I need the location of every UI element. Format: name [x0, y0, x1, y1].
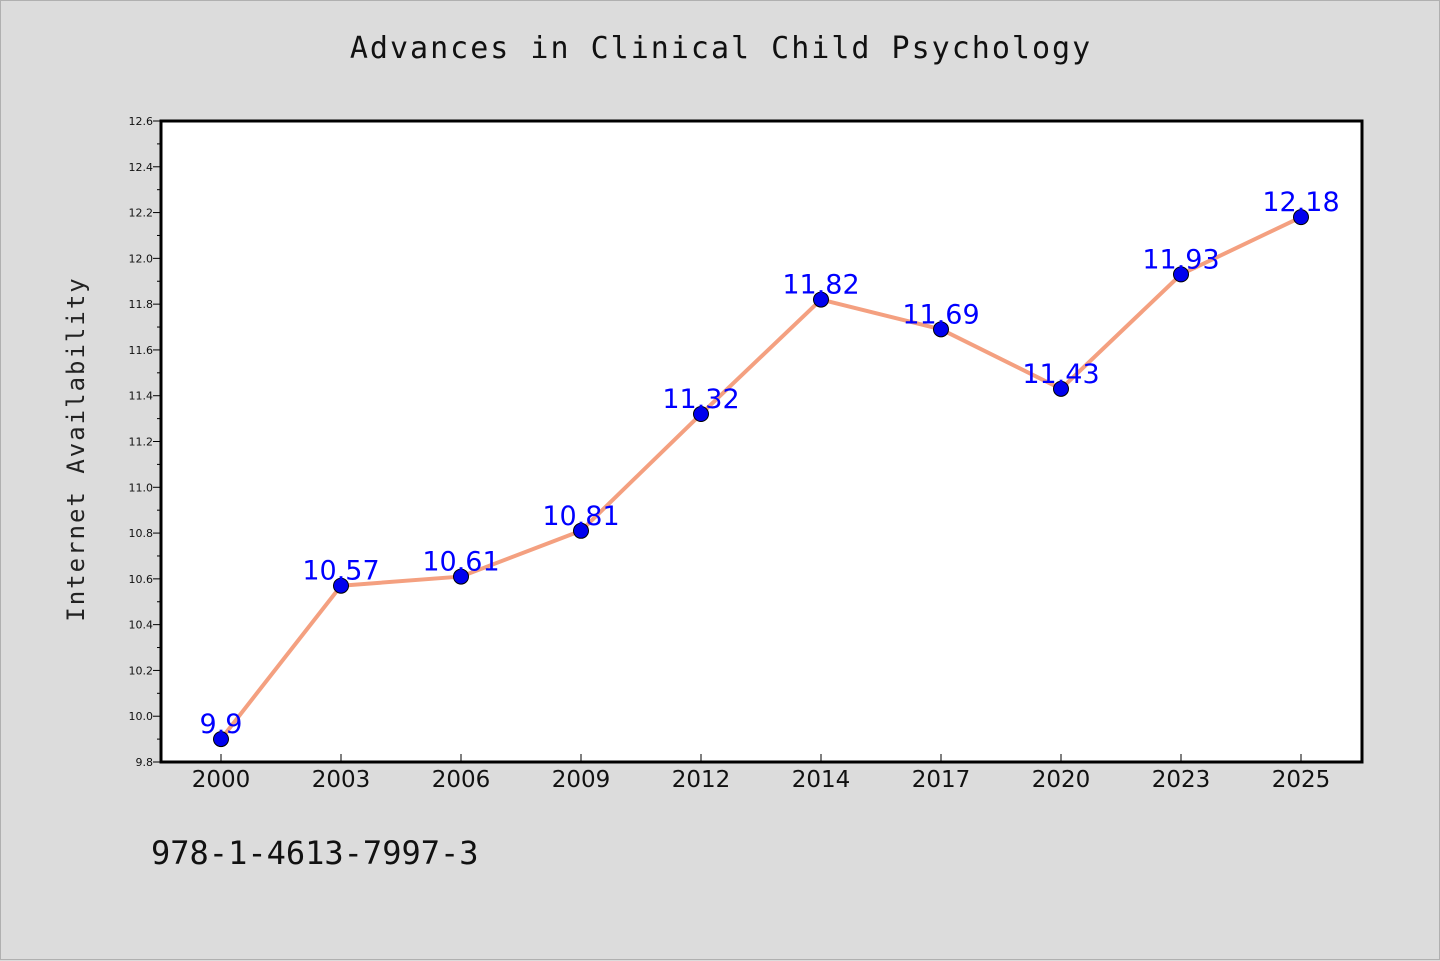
x-tick-label: 2020: [1032, 767, 1091, 793]
chart-title: Advances in Clinical Child Psychology: [349, 31, 1093, 66]
y-tick-label: 12.6: [129, 115, 154, 128]
x-tick-label: 2009: [552, 767, 611, 793]
data-label: 11.32: [662, 384, 739, 415]
data-point: [573, 522, 589, 539]
y-tick-label: 11.2: [129, 436, 154, 449]
y-tick-label: 11.0: [129, 481, 154, 494]
data-label: 10.81: [542, 501, 619, 532]
data-point: [933, 321, 949, 338]
y-tick-label: 10.4: [129, 619, 154, 632]
y-tick-label: 10.6: [129, 573, 154, 586]
footer-code: 978-1-4613-7997-3: [151, 834, 479, 872]
data-label: 11.93: [1142, 244, 1219, 275]
data-point: [1053, 380, 1069, 397]
plot-area: [159, 119, 1364, 764]
x-tick-label: 2012: [672, 767, 731, 793]
data-point: [213, 731, 229, 748]
data-point: [813, 291, 829, 308]
y-tick-label: 10.0: [129, 710, 154, 723]
y-tick-label: 12.4: [129, 161, 154, 174]
x-tick-label: 2006: [432, 767, 491, 793]
y-tick-label: 12.0: [129, 252, 154, 265]
y-tick-label: 9.8: [136, 756, 154, 769]
data-label: 12.18: [1262, 187, 1339, 218]
x-tick-label: 2014: [792, 767, 851, 793]
data-label: 11.69: [902, 299, 979, 330]
data-label: 10.61: [422, 547, 499, 578]
data-label: 10.57: [302, 556, 379, 587]
x-tick-label: 2017: [912, 767, 971, 793]
data-point: [333, 577, 349, 594]
series-line: [219, 215, 1302, 741]
series-layer: 9.9 10.57 10.61 10.81 11.32 11.82 11.69 11.43 11…: [200, 187, 1340, 748]
data-point: [453, 568, 469, 585]
y-tick-label: 11.4: [129, 390, 154, 403]
y-tick-label: 10.8: [129, 527, 154, 540]
y-axis: 9.8 10.0 10.2 10.4 10.6 10.8 11.0 11.2 11.4 11.6 1…: [129, 115, 161, 769]
data-point: [693, 406, 709, 423]
data-label: 11.43: [1022, 359, 1099, 390]
y-tick-label: 10.2: [129, 664, 154, 677]
y-tick-label: 12.2: [129, 207, 154, 220]
data-point: [1293, 209, 1309, 226]
y-tick-label: 11.6: [129, 344, 154, 357]
x-tick-label: 2000: [192, 767, 251, 793]
data-point: [1173, 266, 1189, 283]
y-tick-label: 11.8: [129, 298, 154, 311]
x-tick-label: 2023: [1152, 767, 1211, 793]
x-axis: 2000 2003 2006 2009 2012 2014 2017 2020 2023 2025: [192, 754, 1331, 793]
x-tick-label: 2003: [312, 767, 371, 793]
data-label: 9.9: [200, 709, 243, 740]
x-tick-label: 2025: [1272, 767, 1331, 793]
data-label: 11.82: [782, 270, 859, 301]
